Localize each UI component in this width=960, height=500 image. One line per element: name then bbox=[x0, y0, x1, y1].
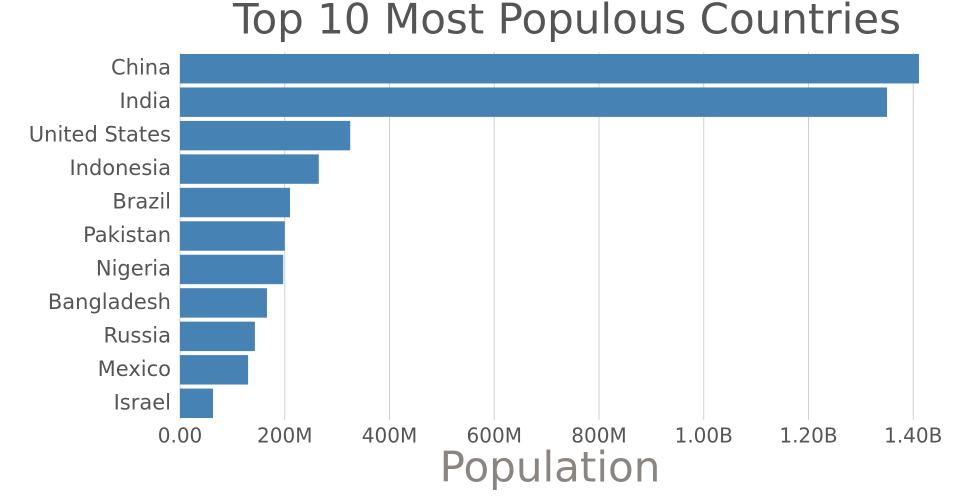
x-tick-label: 1.40B bbox=[884, 424, 942, 448]
bar bbox=[180, 54, 919, 84]
x-tick-label: 600M bbox=[467, 424, 522, 448]
bar bbox=[180, 254, 284, 285]
bar bbox=[180, 355, 249, 385]
x-tick-label: 200M bbox=[257, 424, 312, 448]
bar bbox=[180, 221, 285, 251]
y-tick-label: Bangladesh bbox=[48, 290, 171, 314]
bar bbox=[180, 388, 213, 418]
chart-title: Top 10 Most Populous Countries bbox=[232, 0, 901, 44]
y-tick-label: Mexico bbox=[98, 357, 171, 381]
y-tick-label: United States bbox=[29, 123, 171, 147]
x-tick-label: 800M bbox=[571, 424, 626, 448]
y-tick-label: Pakistan bbox=[83, 223, 171, 247]
x-tick-label: 400M bbox=[362, 424, 417, 448]
bar bbox=[180, 154, 319, 184]
bar bbox=[180, 288, 267, 318]
bar bbox=[180, 187, 290, 218]
y-tick-label: Russia bbox=[103, 323, 171, 347]
y-tick-label: Indonesia bbox=[69, 156, 171, 180]
x-axis-title: Population bbox=[440, 443, 661, 492]
bar bbox=[180, 120, 351, 151]
x-tick-label: 0.00 bbox=[158, 424, 203, 448]
y-tick-label: China bbox=[111, 56, 171, 80]
x-tick-label: 1.00B bbox=[675, 424, 733, 448]
x-tick-label: 1.20B bbox=[779, 424, 837, 448]
bars bbox=[180, 54, 919, 418]
y-tick-label: Brazil bbox=[112, 190, 171, 214]
y-tick-label: Nigeria bbox=[96, 256, 171, 280]
bar bbox=[180, 321, 255, 352]
y-tick-label: India bbox=[119, 89, 171, 113]
y-tick-label: Israel bbox=[114, 390, 171, 414]
bar bbox=[180, 87, 888, 117]
